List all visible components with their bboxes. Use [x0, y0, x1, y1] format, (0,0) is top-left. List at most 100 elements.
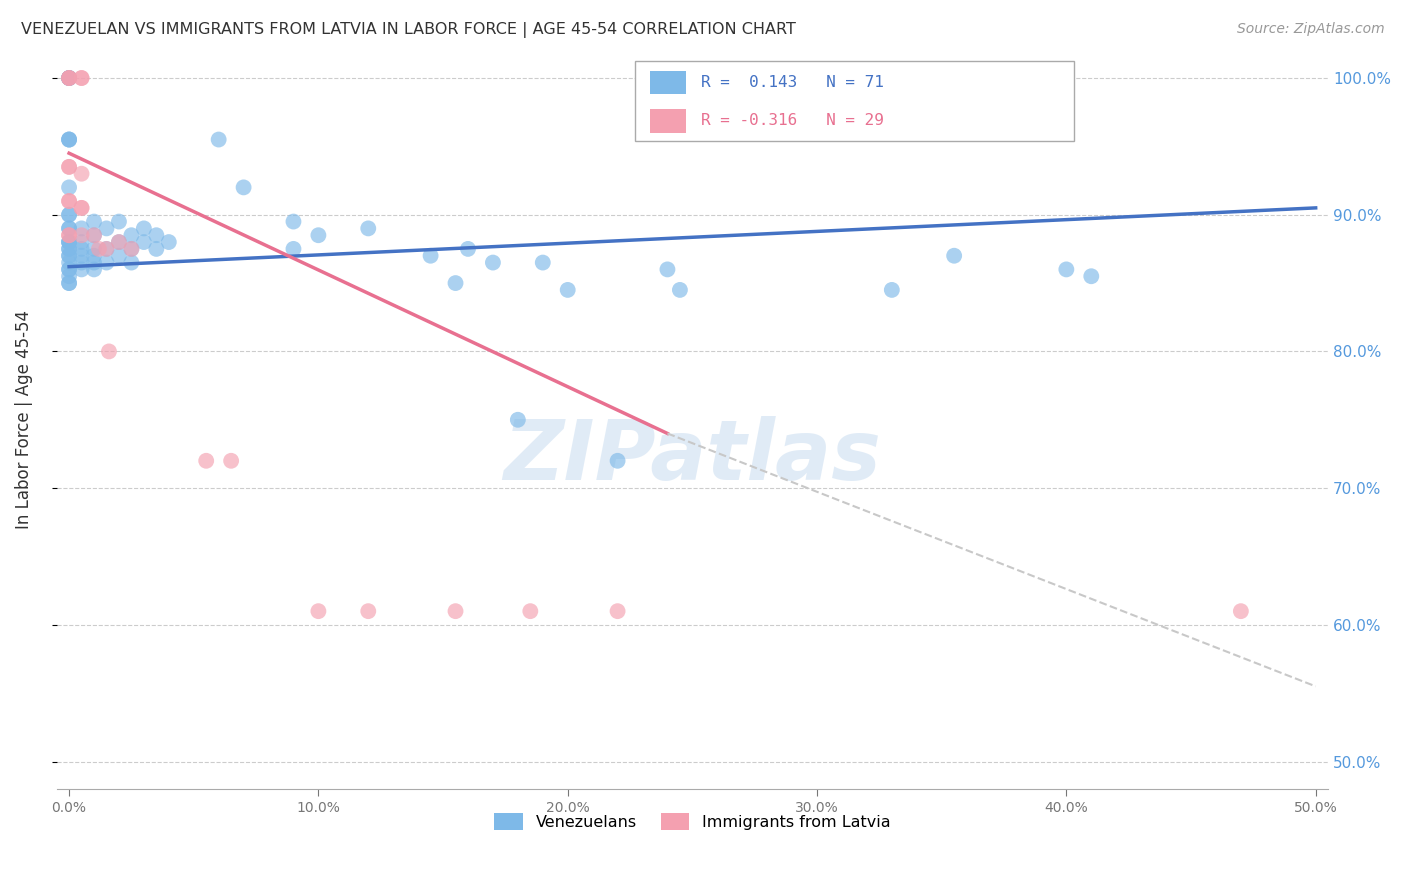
- Point: [58, 249, 80, 263]
- Point: [1054, 262, 1077, 277]
- Point: [58, 221, 80, 235]
- Point: [482, 255, 505, 269]
- Point: [195, 454, 218, 468]
- Bar: [651, 70, 686, 95]
- Point: [70, 167, 93, 181]
- FancyBboxPatch shape: [636, 61, 1074, 141]
- Point: [283, 214, 305, 228]
- Point: [98, 344, 121, 359]
- Text: ZIPatlas: ZIPatlas: [503, 417, 882, 497]
- Point: [70, 255, 93, 269]
- Point: [87, 242, 110, 256]
- Point: [307, 604, 329, 618]
- Point: [1080, 269, 1102, 284]
- Point: [58, 70, 80, 85]
- Point: [145, 242, 167, 256]
- Point: [96, 242, 118, 256]
- Point: [444, 604, 467, 618]
- Point: [1230, 604, 1253, 618]
- Point: [83, 262, 105, 277]
- Point: [157, 235, 180, 249]
- Point: [96, 255, 118, 269]
- Point: [58, 180, 80, 194]
- Text: R =  0.143   N = 71: R = 0.143 N = 71: [702, 75, 884, 90]
- Point: [70, 228, 93, 243]
- Text: R = -0.316   N = 29: R = -0.316 N = 29: [702, 113, 884, 128]
- Point: [531, 255, 554, 269]
- Point: [58, 132, 80, 146]
- Point: [70, 235, 93, 249]
- Point: [70, 70, 93, 85]
- Point: [58, 228, 80, 243]
- Point: [669, 283, 692, 297]
- Point: [519, 604, 541, 618]
- Point: [83, 255, 105, 269]
- Point: [58, 262, 80, 277]
- Text: VENEZUELAN VS IMMIGRANTS FROM LATVIA IN LABOR FORCE | AGE 45-54 CORRELATION CHAR: VENEZUELAN VS IMMIGRANTS FROM LATVIA IN …: [21, 22, 796, 38]
- Point: [58, 276, 80, 290]
- Point: [70, 201, 93, 215]
- Point: [83, 249, 105, 263]
- Point: [58, 208, 80, 222]
- Point: [108, 214, 131, 228]
- Y-axis label: In Labor Force | Age 45-54: In Labor Force | Age 45-54: [15, 310, 32, 529]
- Point: [283, 242, 305, 256]
- Point: [96, 242, 118, 256]
- Point: [58, 235, 80, 249]
- Point: [58, 132, 80, 146]
- Point: [58, 208, 80, 222]
- Point: [58, 70, 80, 85]
- Point: [58, 132, 80, 146]
- Point: [58, 269, 80, 284]
- Point: [58, 70, 80, 85]
- Legend: Venezuelans, Immigrants from Latvia: Venezuelans, Immigrants from Latvia: [488, 807, 897, 837]
- Point: [70, 70, 93, 85]
- Point: [457, 242, 479, 256]
- Point: [58, 221, 80, 235]
- Point: [120, 228, 142, 243]
- Point: [108, 249, 131, 263]
- Point: [108, 235, 131, 249]
- Point: [208, 132, 231, 146]
- Point: [58, 262, 80, 277]
- Point: [70, 221, 93, 235]
- Point: [307, 228, 329, 243]
- Point: [606, 604, 628, 618]
- Point: [557, 283, 579, 297]
- Point: [58, 160, 80, 174]
- Point: [132, 235, 155, 249]
- Point: [357, 221, 380, 235]
- Point: [58, 160, 80, 174]
- Point: [70, 262, 93, 277]
- Point: [58, 194, 80, 208]
- Point: [96, 221, 118, 235]
- Point: [58, 70, 80, 85]
- Point: [70, 242, 93, 256]
- Point: [58, 70, 80, 85]
- Point: [58, 235, 80, 249]
- Point: [880, 283, 903, 297]
- Point: [219, 454, 242, 468]
- Point: [83, 242, 105, 256]
- Point: [58, 228, 80, 243]
- Point: [70, 249, 93, 263]
- Point: [83, 228, 105, 243]
- Point: [58, 242, 80, 256]
- Text: Source: ZipAtlas.com: Source: ZipAtlas.com: [1237, 22, 1385, 37]
- Point: [83, 214, 105, 228]
- Point: [58, 255, 80, 269]
- Point: [357, 604, 380, 618]
- Point: [444, 276, 467, 290]
- Point: [506, 413, 529, 427]
- Bar: [651, 109, 686, 133]
- Point: [58, 194, 80, 208]
- Point: [120, 255, 142, 269]
- Point: [943, 249, 966, 263]
- Point: [419, 249, 441, 263]
- Point: [606, 454, 628, 468]
- Point: [657, 262, 679, 277]
- Point: [108, 235, 131, 249]
- Point: [58, 276, 80, 290]
- Point: [120, 242, 142, 256]
- Point: [232, 180, 254, 194]
